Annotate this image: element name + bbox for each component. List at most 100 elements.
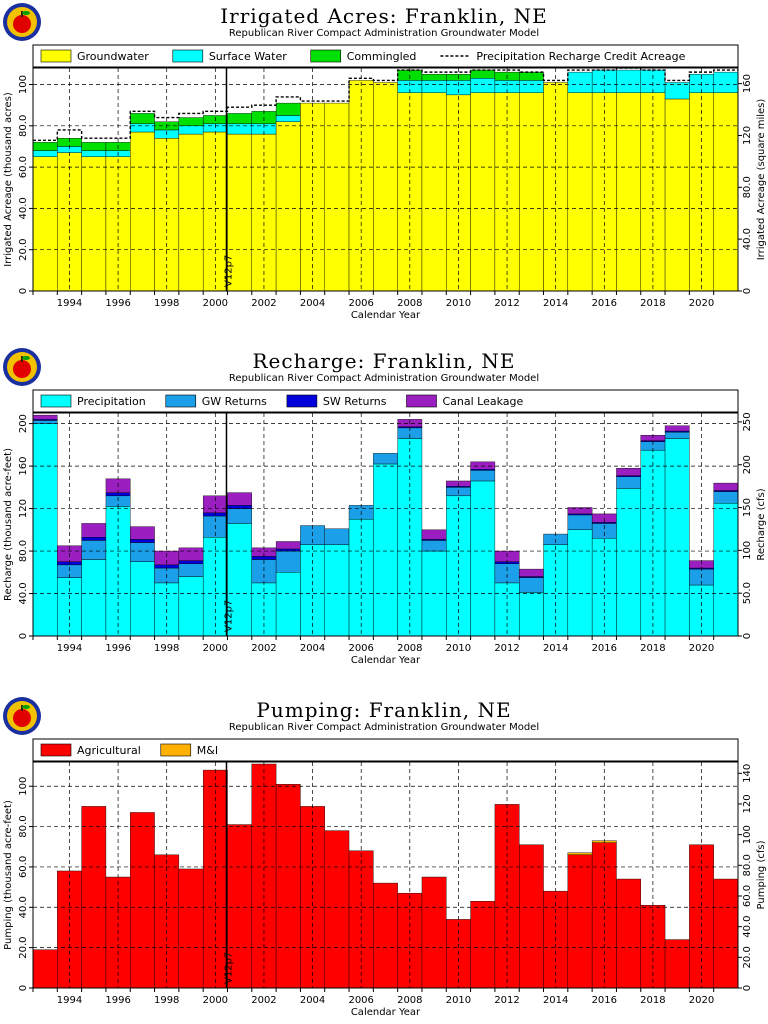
x-tick-label: 2002: [251, 643, 276, 654]
x-tick-label: 1996: [105, 298, 130, 309]
bar-segment: [324, 528, 350, 545]
legend-label: Precipitation: [77, 395, 146, 408]
x-tick-label: 2016: [592, 995, 617, 1006]
x-tick-label: 1998: [154, 643, 179, 654]
bar-segment: [130, 812, 155, 989]
y-right-tick-label: 120: [742, 794, 753, 813]
bar-segment: [32, 414, 58, 420]
bar-segment: [470, 901, 496, 989]
y-tick-label: 120: [18, 499, 29, 518]
x-tick-label: 1998: [154, 298, 179, 309]
x-tick-label: 2008: [397, 298, 422, 309]
bar-segment: [32, 420, 58, 424]
chart-title: Recharge: Franklin, NE: [252, 349, 516, 373]
x-tick-label: 2020: [689, 995, 714, 1006]
y-tick-label: 200: [18, 414, 29, 433]
bar-segment: [519, 577, 544, 593]
y-right-tick-label: 250: [742, 412, 753, 431]
y-tick-label: 40.0: [18, 197, 29, 219]
bar-segment: [421, 80, 447, 93]
x-tick-label: 2004: [300, 995, 325, 1006]
x-tick-label: 2014: [543, 995, 568, 1006]
bar-segment: [616, 488, 641, 637]
bar-segment: [567, 854, 593, 989]
bar-segment: [567, 514, 593, 531]
y-tick-label: 80.0: [18, 815, 29, 837]
bar-segment: [470, 69, 496, 79]
bar-segment: [664, 98, 690, 292]
bar-segment: [664, 939, 690, 989]
x-tick-label: 1998: [154, 995, 179, 1006]
y-right-tick-label: 140: [742, 764, 753, 783]
y-tick-label: 80.0: [18, 115, 29, 137]
bar-segment: [130, 526, 155, 540]
bar-segment: [519, 92, 544, 292]
bar-segment: [227, 505, 252, 509]
bar-segment: [421, 540, 447, 552]
bar-segment: [324, 544, 350, 637]
legend-swatch: [165, 394, 197, 408]
plot-frame: [32, 412, 739, 637]
bar-segment: [519, 844, 544, 989]
y-tick-label: 60.0: [18, 156, 29, 178]
bar-segment: [81, 559, 107, 637]
x-axis-label: Calendar Year: [351, 1007, 421, 1018]
bar-segment: [616, 468, 641, 476]
x-tick-label: 2008: [397, 995, 422, 1006]
bar-segment: [664, 438, 690, 637]
bar-segment: [81, 806, 107, 989]
legend-swatch: [40, 49, 72, 63]
bar-segment: [178, 547, 204, 561]
legend-swatch: [310, 49, 342, 63]
bar-segment: [519, 71, 544, 81]
y-right-axis-label: Irrigated Acreage (square miles): [756, 99, 767, 261]
bar-segment: [664, 82, 690, 100]
bar-segment: [81, 523, 107, 538]
plot-frame: [32, 67, 739, 292]
bar-segment: [567, 507, 593, 515]
bar-segment: [713, 482, 739, 491]
x-tick-label: 1994: [57, 995, 82, 1006]
bar-segment: [275, 541, 301, 550]
bar-segment: [178, 125, 204, 135]
bar-segment: [373, 453, 398, 465]
bar-segment: [130, 113, 155, 124]
irrigated-acres-panel: Irrigated Acres: Franklin, NE Republican…: [0, 0, 768, 335]
bar-segment: [81, 156, 107, 292]
bar-segment: [81, 540, 107, 560]
bar-segment: [713, 71, 739, 93]
y-right-tick-label: 120: [742, 126, 753, 145]
bar-segment: [178, 868, 204, 989]
bar-segment: [81, 537, 107, 541]
legend-swatch: [160, 743, 192, 757]
bar-segment: [324, 102, 350, 292]
bar-segment: [689, 92, 714, 292]
bar-segment: [130, 123, 155, 133]
y-tick-label: 40.0: [18, 582, 29, 604]
version-marker-label: V12p7: [223, 952, 234, 984]
bar-segment: [640, 92, 666, 292]
bar-segment: [664, 425, 690, 432]
bar-segment: [178, 133, 204, 292]
bar-segment: [421, 92, 447, 292]
y-right-tick-label: 0: [742, 288, 753, 294]
irrigated-acres-chart: Groundwater Surface Water Commingled Precip…: [3, 44, 767, 321]
bar-segment: [494, 92, 520, 292]
bar-segment: [178, 576, 204, 637]
bar-segment: [567, 529, 593, 637]
x-tick-label: 1994: [57, 298, 82, 309]
y-tick-label: 0: [18, 985, 29, 991]
y-tick-label: 80.0: [18, 540, 29, 562]
bar-segment: [567, 92, 593, 292]
x-tick-label: 2018: [640, 643, 665, 654]
apple-logo-icon: [3, 348, 41, 386]
y-right-tick-label: 0: [742, 633, 753, 639]
bar-segment: [81, 142, 107, 151]
bar-segment: [421, 529, 447, 540]
pumping-panel: Pumping: Franklin, NE Republican River C…: [0, 694, 768, 1024]
bar-segment: [227, 133, 252, 292]
y-tick-label: 20.0: [18, 239, 29, 261]
legend-label: GW Returns: [202, 395, 267, 408]
x-tick-label: 2006: [348, 995, 373, 1006]
pumping-chart: Agricultural M&I V12p7 1994 1996 1998 2000 2002…: [3, 738, 767, 1018]
